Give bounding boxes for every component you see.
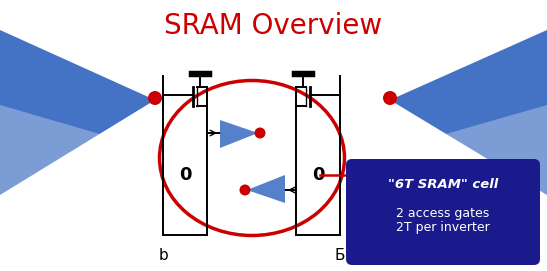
Text: 0: 0: [179, 166, 191, 184]
Text: 0: 0: [312, 166, 324, 184]
Text: SRAM Overview: SRAM Overview: [164, 12, 382, 40]
Circle shape: [148, 91, 162, 105]
FancyBboxPatch shape: [346, 159, 540, 265]
Circle shape: [383, 91, 397, 105]
Text: b: b: [158, 248, 168, 263]
Circle shape: [254, 127, 265, 138]
Text: 2T per inverter: 2T per inverter: [396, 221, 490, 234]
Polygon shape: [0, 105, 155, 195]
Circle shape: [240, 185, 251, 195]
Text: 2 access gates: 2 access gates: [397, 207, 490, 220]
Polygon shape: [390, 105, 547, 195]
Polygon shape: [220, 120, 258, 148]
Polygon shape: [390, 30, 547, 195]
Text: "6T SRAM" cell: "6T SRAM" cell: [388, 179, 498, 192]
Text: Б: Б: [335, 248, 345, 263]
Polygon shape: [0, 30, 155, 195]
Polygon shape: [247, 175, 285, 203]
